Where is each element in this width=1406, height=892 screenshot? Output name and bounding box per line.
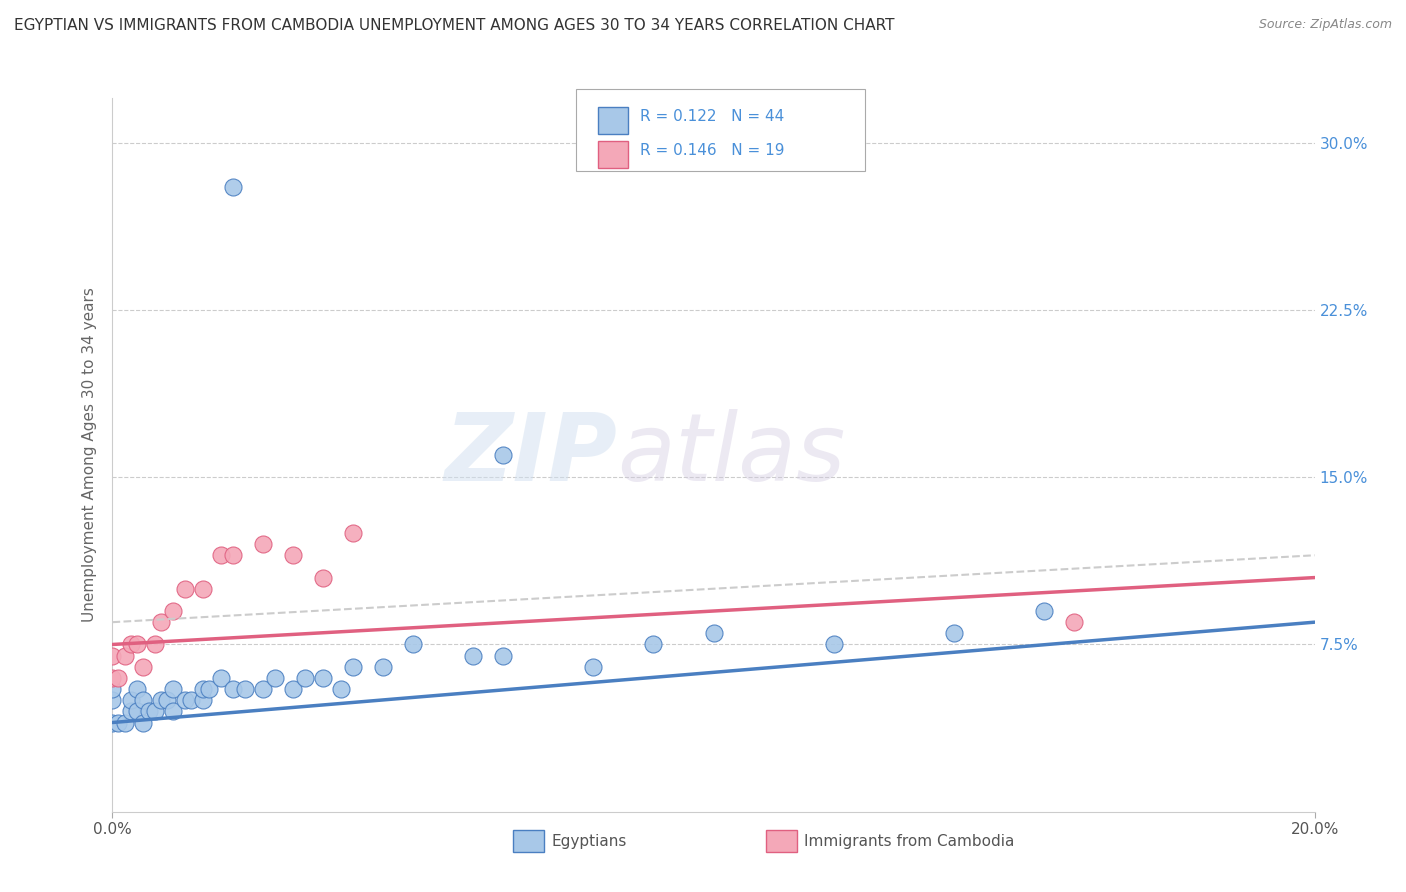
Point xyxy=(329,681,352,696)
Point xyxy=(294,671,316,685)
Point xyxy=(131,693,153,707)
Text: Egyptians: Egyptians xyxy=(551,834,627,848)
Point xyxy=(222,180,245,194)
Point xyxy=(702,626,725,640)
Text: Source: ZipAtlas.com: Source: ZipAtlas.com xyxy=(1258,18,1392,31)
Point xyxy=(191,693,214,707)
Point xyxy=(222,548,245,563)
Point xyxy=(197,681,219,696)
Text: atlas: atlas xyxy=(617,409,845,500)
Point xyxy=(143,705,166,719)
Point xyxy=(281,681,304,696)
Point xyxy=(263,671,285,685)
Point xyxy=(138,705,160,719)
Point xyxy=(131,660,153,674)
Text: R = 0.122   N = 44: R = 0.122 N = 44 xyxy=(640,109,785,124)
Point xyxy=(114,715,136,730)
Point xyxy=(823,637,845,651)
Point xyxy=(149,615,172,630)
Point xyxy=(131,715,153,730)
Point xyxy=(162,681,184,696)
Point xyxy=(120,637,142,651)
Point xyxy=(1033,604,1056,618)
Point xyxy=(180,693,202,707)
Point xyxy=(101,715,124,730)
Text: EGYPTIAN VS IMMIGRANTS FROM CAMBODIA UNEMPLOYMENT AMONG AGES 30 TO 34 YEARS CORR: EGYPTIAN VS IMMIGRANTS FROM CAMBODIA UNE… xyxy=(14,18,894,33)
Point xyxy=(1063,615,1085,630)
Point xyxy=(281,548,304,563)
Point xyxy=(371,660,394,674)
Point xyxy=(120,693,142,707)
Point xyxy=(312,571,335,585)
Point xyxy=(125,705,148,719)
Point xyxy=(162,604,184,618)
Point xyxy=(107,715,129,730)
Point xyxy=(402,637,425,651)
Point xyxy=(222,681,245,696)
Point xyxy=(461,648,484,663)
Point xyxy=(252,537,274,551)
Point xyxy=(191,582,214,596)
Point xyxy=(162,705,184,719)
Point xyxy=(209,671,232,685)
Point xyxy=(101,693,124,707)
Text: R = 0.146   N = 19: R = 0.146 N = 19 xyxy=(640,143,785,158)
Point xyxy=(492,648,515,663)
Point xyxy=(155,693,177,707)
Point xyxy=(114,648,136,663)
Point xyxy=(342,526,364,541)
Point xyxy=(312,671,335,685)
Point xyxy=(209,548,232,563)
Point xyxy=(125,681,148,696)
Point xyxy=(149,693,172,707)
Point xyxy=(191,681,214,696)
Point xyxy=(233,681,256,696)
Text: ZIP: ZIP xyxy=(444,409,617,501)
Point xyxy=(125,637,148,651)
Point xyxy=(120,705,142,719)
Y-axis label: Unemployment Among Ages 30 to 34 years: Unemployment Among Ages 30 to 34 years xyxy=(82,287,97,623)
Text: Immigrants from Cambodia: Immigrants from Cambodia xyxy=(804,834,1015,848)
Point xyxy=(252,681,274,696)
Point xyxy=(492,448,515,462)
Point xyxy=(342,660,364,674)
Point xyxy=(101,681,124,696)
Point xyxy=(101,648,124,663)
Point xyxy=(942,626,965,640)
Point xyxy=(173,582,195,596)
Point xyxy=(107,671,129,685)
Point xyxy=(582,660,605,674)
Point xyxy=(173,693,195,707)
Point xyxy=(101,671,124,685)
Point xyxy=(643,637,665,651)
Point xyxy=(143,637,166,651)
